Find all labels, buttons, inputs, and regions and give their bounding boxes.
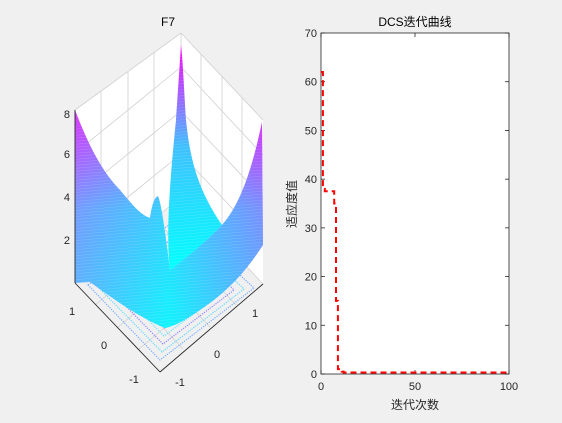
x-tick-label: 50 [409, 381, 421, 393]
y-tick-label: -1 [129, 374, 139, 386]
x-tick-label: 0 [318, 381, 324, 393]
y-tick-label: 60 [305, 77, 317, 89]
x-tick-label: 100 [500, 381, 518, 393]
y-tick-label: 70 [305, 28, 317, 40]
y-axis-label: 适应度值 [284, 180, 299, 228]
z-tick-label: 6 [64, 149, 70, 161]
surface-y-ticks: 1 0 -1 [69, 306, 139, 386]
line-chart: DCS迭代曲线 0 10 20 30 40 50 60 70 0 50 100 迭代次数 适应度值 [284, 15, 518, 412]
y-tick-label: 0 [101, 340, 107, 352]
surface-x-ticks: -1 0 1 [175, 308, 258, 389]
surface-title: F7 [161, 15, 175, 29]
surface-mesh [75, 45, 263, 328]
line-chart-title: DCS迭代曲线 [378, 15, 451, 29]
x-tick-label: 1 [252, 308, 258, 320]
y-tick-label: 1 [69, 306, 75, 318]
x-axis-label: 迭代次数 [391, 397, 439, 412]
x-axis-ticks: 0 50 100 [318, 33, 518, 393]
y-tick-label: 30 [305, 223, 317, 235]
y-tick-label: 0 [311, 369, 317, 381]
z-tick-label: 8 [64, 109, 70, 121]
surface-z-ticks: 2 4 6 8 [64, 109, 70, 247]
surface-front-axes [74, 110, 264, 373]
series-line [321, 71, 509, 374]
x-tick-label: -1 [175, 377, 185, 389]
y-tick-label: 50 [305, 125, 317, 137]
y-tick-label: 10 [305, 320, 317, 332]
x-tick-label: 0 [214, 349, 220, 361]
z-tick-label: 2 [64, 235, 70, 247]
y-tick-label: 40 [305, 174, 317, 186]
y-tick-label: 20 [305, 272, 317, 284]
z-tick-label: 4 [64, 192, 70, 204]
plot-area [320, 32, 510, 375]
surface-plot: F7 [64, 15, 264, 389]
y-axis-ticks: 0 10 20 30 40 50 60 70 [305, 28, 509, 381]
